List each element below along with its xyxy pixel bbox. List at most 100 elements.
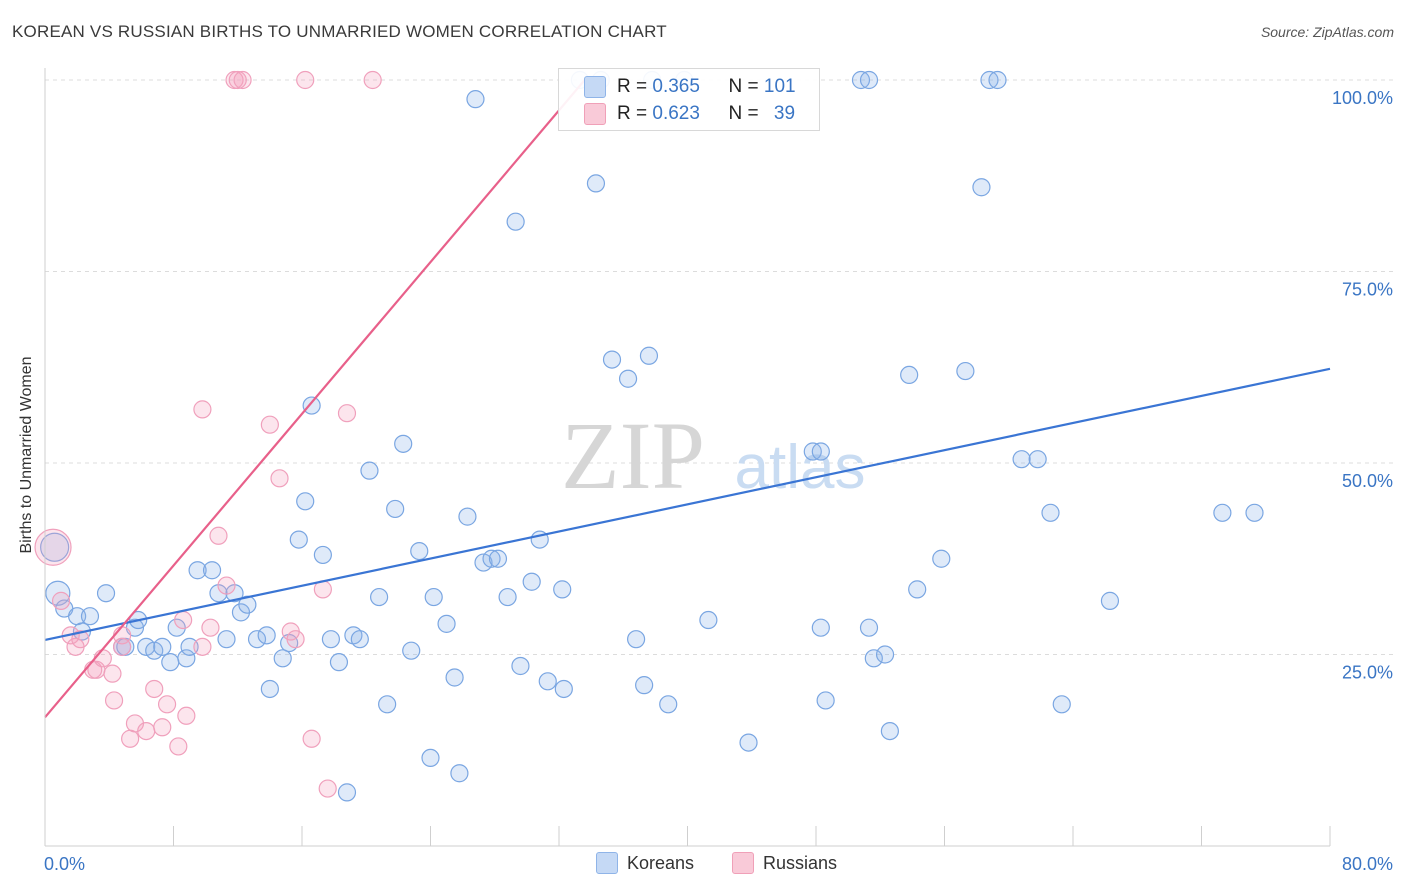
x-tick-label-max: 80.0% [1342, 854, 1393, 874]
point-russians [217, 576, 236, 595]
point-russians [34, 528, 72, 566]
point-koreans [180, 637, 199, 656]
point-koreans [217, 630, 236, 649]
point-koreans [586, 174, 606, 193]
point-koreans [956, 361, 975, 381]
point-koreans [880, 721, 899, 741]
point-koreans [458, 507, 477, 526]
bottom-legend-swatch-russians [732, 852, 754, 874]
point-russians [337, 404, 357, 423]
grid [45, 79, 1395, 655]
point-koreans [1245, 503, 1264, 522]
point-koreans [811, 618, 830, 637]
point-russians [363, 70, 382, 90]
point-koreans [739, 733, 758, 752]
point-koreans [247, 630, 267, 649]
legend-text-koreans: R = 0.365 N = 101 [617, 76, 796, 98]
point-russians [93, 649, 112, 668]
point-koreans [161, 653, 180, 672]
point-russians [121, 729, 140, 748]
legend-r-value-russians: 0.623 [652, 103, 700, 124]
point-russians [193, 637, 212, 656]
point-russians [174, 610, 193, 630]
point-russians [201, 618, 220, 637]
point-russians [153, 718, 172, 737]
point-koreans [864, 649, 883, 668]
legend-swatch-russians [584, 103, 606, 125]
point-koreans [602, 350, 622, 369]
trend-lines [44, 79, 1331, 719]
point-koreans [289, 530, 308, 549]
point-russians [193, 400, 212, 419]
point-koreans [1213, 503, 1232, 522]
point-koreans [639, 346, 659, 365]
point-koreans [424, 587, 443, 607]
point-koreans [932, 549, 951, 568]
point-koreans [1012, 450, 1031, 469]
point-koreans [370, 587, 389, 607]
point-russians [104, 691, 124, 710]
point-koreans [511, 656, 530, 676]
point-russians [318, 779, 337, 798]
point-koreans [972, 178, 991, 197]
legend-text-russians: R = 0.623 N = 39 [617, 103, 795, 125]
point-koreans [1052, 695, 1071, 714]
point-koreans [257, 626, 276, 645]
point-koreans [321, 630, 341, 649]
bottom-legend-label-russians: Russians [763, 852, 838, 873]
point-koreans [811, 442, 830, 461]
legend-swatch-koreans [584, 76, 606, 98]
point-koreans [908, 580, 927, 599]
point-koreans [506, 212, 525, 231]
point-koreans [900, 365, 919, 385]
point-koreans [378, 695, 397, 714]
legend-n-value-koreans: 101 [763, 76, 796, 97]
point-koreans [394, 434, 413, 453]
point-russians [177, 706, 196, 725]
point-koreans [410, 541, 429, 561]
bottom-legend-koreans: Koreans [596, 852, 694, 874]
stats-legend: R = 0.365 N = 101 R = 0.623 N = 39 [558, 68, 820, 131]
x-tick-label-min: 0.0% [44, 854, 85, 874]
bottom-legend-russians: Russians [732, 852, 837, 874]
point-koreans [626, 630, 646, 649]
point-koreans [153, 637, 172, 656]
y-tick-label: 25.0% [1342, 663, 1393, 683]
legend-r-label: R = [617, 76, 648, 97]
point-koreans [699, 610, 718, 630]
point-koreans [488, 549, 508, 568]
chart-title: KOREAN VS RUSSIAN BIRTHS TO UNMARRIED WO… [12, 22, 667, 41]
point-koreans [329, 653, 349, 672]
point-koreans [482, 549, 501, 568]
watermark-zip: ZIP [561, 402, 705, 509]
point-koreans [350, 630, 369, 649]
point-russians [112, 637, 132, 656]
point-koreans [450, 764, 469, 783]
point-koreans [273, 649, 292, 668]
point-koreans [445, 668, 464, 687]
point-koreans [522, 572, 541, 591]
data-points [34, 70, 1264, 802]
point-koreans [177, 649, 196, 668]
point-russians [270, 469, 289, 488]
point-koreans [1041, 503, 1060, 522]
axes: 100.0% 75.0% 50.0% 25.0% 0.0% 80.0% [44, 68, 1393, 874]
legend-r-label: R = [617, 103, 648, 124]
point-russians [71, 630, 90, 649]
legend-n-label: N = [728, 76, 759, 97]
point-koreans [1100, 591, 1120, 610]
y-tick-label: 100.0% [1332, 88, 1393, 108]
point-koreans [553, 580, 572, 599]
source-label: Source: ZipAtlas.com [1260, 24, 1394, 40]
point-koreans [188, 561, 207, 580]
point-russians [228, 70, 247, 90]
point-russians [103, 664, 122, 683]
point-koreans [296, 492, 315, 511]
point-koreans [618, 369, 638, 388]
point-koreans [302, 396, 321, 415]
point-koreans [1028, 450, 1047, 469]
point-koreans [96, 584, 116, 603]
point-russians [51, 591, 71, 610]
point-koreans [816, 691, 835, 710]
watermark-atlas: atlas [735, 433, 866, 502]
